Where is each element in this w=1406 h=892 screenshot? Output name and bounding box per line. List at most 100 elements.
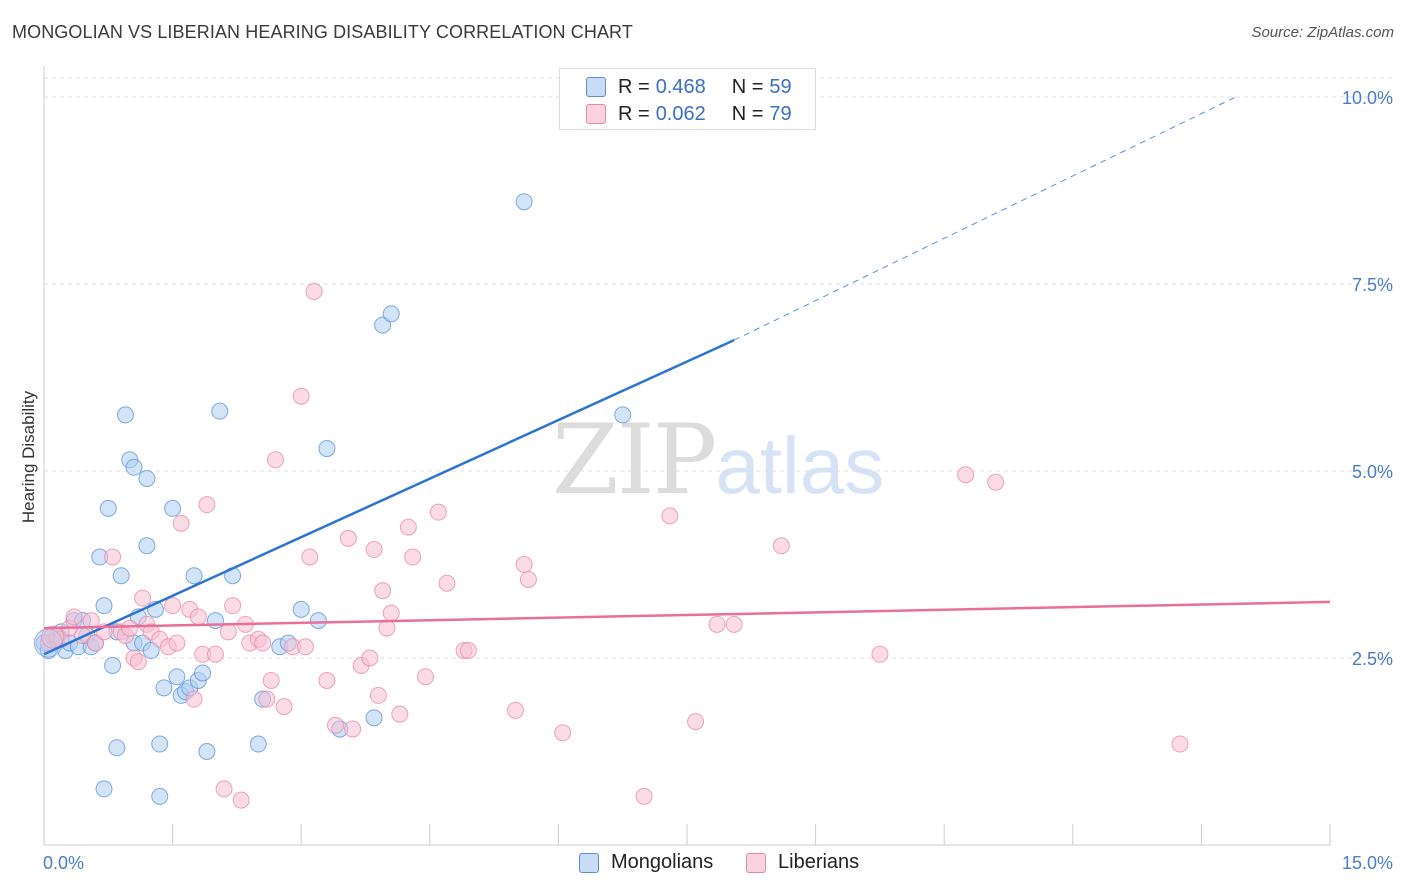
liberian-point-44 xyxy=(301,548,319,566)
mongolian-trend-line xyxy=(43,338,735,656)
r-label: R = xyxy=(618,102,650,125)
liberian-point-7 xyxy=(86,634,104,652)
mongolian-point-27 xyxy=(138,537,156,555)
mongolian-point-45 xyxy=(249,735,267,753)
liberian-point-38 xyxy=(262,671,280,689)
mongolian-point-43 xyxy=(211,402,229,420)
liberian-point-52 xyxy=(365,541,383,559)
liberian-point-31 xyxy=(224,597,242,615)
liberians-n-value: 79 xyxy=(769,102,792,125)
liberian-point-28 xyxy=(206,645,224,663)
liberian-point-39 xyxy=(266,451,284,469)
mongolian-point-53 xyxy=(365,709,383,727)
liberian-point-22 xyxy=(172,514,190,532)
liberian-point-76 xyxy=(987,473,1005,491)
mongolian-point-58 xyxy=(138,469,156,487)
liberian-point-74 xyxy=(871,645,889,663)
y-tick-label-0: 2.5% xyxy=(1352,649,1393,669)
liberians-r-value: 0.062 xyxy=(655,102,706,125)
liberian-point-61 xyxy=(429,503,447,521)
mongolians-legend-label: Mongolians xyxy=(611,851,714,873)
mongolian-point-38 xyxy=(185,567,203,585)
mongolian-point-33 xyxy=(164,499,182,517)
mongolian-point-21 xyxy=(116,406,134,424)
mongolian-point-49 xyxy=(292,600,310,618)
mongolian-point-24 xyxy=(125,458,143,476)
liberian-point-21 xyxy=(168,634,186,652)
mongolian-point-32 xyxy=(155,679,173,697)
liberian-point-78 xyxy=(459,642,477,660)
liberian-point-25 xyxy=(189,608,207,626)
liberian-point-51 xyxy=(361,649,379,667)
watermark-zip: ZIP xyxy=(552,404,717,516)
mongolians-legend-swatch xyxy=(579,852,599,873)
watermark: ZIPatlas xyxy=(552,404,884,516)
mongolian-point-30 xyxy=(151,735,169,753)
liberian-point-65 xyxy=(515,556,533,573)
liberian-point-9 xyxy=(104,548,122,566)
liberian-point-6 xyxy=(82,612,100,630)
y-tick-label-2: 7.5% xyxy=(1352,275,1393,295)
liberian-point-20 xyxy=(164,597,182,615)
mongolian-point-28 xyxy=(142,642,160,660)
liberians-swatch xyxy=(586,104,606,124)
mongolian-point-17 xyxy=(104,656,122,674)
liberian-point-59 xyxy=(404,548,422,566)
liberian-point-49 xyxy=(344,720,362,738)
liberian-point-69 xyxy=(661,507,679,525)
liberian-trend-line xyxy=(43,600,1331,630)
liberian-point-12 xyxy=(121,619,139,637)
liberian-point-55 xyxy=(378,619,396,637)
legend-item-liberians[interactable]: Liberians xyxy=(746,851,859,874)
liberian-point-68 xyxy=(635,787,653,805)
liberian-point-14 xyxy=(129,653,147,671)
mongolian-point-55 xyxy=(382,305,400,323)
liberian-point-32 xyxy=(232,791,250,809)
liberian-point-46 xyxy=(318,671,336,689)
series-legend: Mongolians Liberians xyxy=(0,851,1406,877)
liberian-point-43 xyxy=(296,638,314,656)
liberian-point-56 xyxy=(382,604,400,622)
watermark-atlas: atlas xyxy=(715,421,885,510)
mongolian-point-15 xyxy=(95,597,113,615)
n-label: N = xyxy=(731,102,764,125)
mongolian-point-42 xyxy=(206,612,224,630)
liberian-point-58 xyxy=(399,518,417,536)
mongolian-point-14 xyxy=(95,780,113,798)
liberian-point-37 xyxy=(258,690,276,708)
mongolian-point-16 xyxy=(99,499,117,517)
x-tick-label-0: 0.0% xyxy=(43,853,84,873)
source-label: Source: ZipAtlas.com xyxy=(1251,24,1394,41)
liberian-point-64 xyxy=(507,701,525,719)
liberian-point-77 xyxy=(1171,735,1189,753)
liberian-point-57 xyxy=(391,705,409,723)
mongolian-point-54 xyxy=(374,316,392,334)
liberian-point-66 xyxy=(519,570,537,588)
mongolian-point-20 xyxy=(112,567,130,585)
liberian-point-54 xyxy=(374,582,392,600)
legend-item-mongolians[interactable]: Mongolians xyxy=(579,851,713,874)
liberian-point-42 xyxy=(292,387,310,405)
mongolians-swatch xyxy=(586,77,606,97)
r-label: R = xyxy=(618,75,650,98)
liberian-point-72 xyxy=(725,615,743,633)
liberian-point-47 xyxy=(326,716,344,734)
liberian-point-70 xyxy=(687,713,705,731)
liberian-point-53 xyxy=(369,686,387,704)
mongolians-n-value: 59 xyxy=(769,75,792,98)
mongolian-trend-extension xyxy=(733,96,1236,341)
liberians-legend-label: Liberians xyxy=(778,851,860,873)
liberian-point-29 xyxy=(215,780,233,798)
liberians-legend-swatch xyxy=(746,852,766,873)
liberian-point-4 xyxy=(65,608,83,626)
y-tick-label-3: 10.0% xyxy=(1342,88,1393,108)
liberian-point-73 xyxy=(772,537,790,555)
mongolian-point-31 xyxy=(151,787,169,805)
liberian-point-36 xyxy=(254,634,272,652)
legend-row-liberians: R = 0.062 N = 79 xyxy=(586,102,792,126)
liberian-point-60 xyxy=(417,668,435,686)
liberian-point-15 xyxy=(134,589,152,607)
mongolian-point-50 xyxy=(309,612,327,630)
liberian-point-71 xyxy=(708,615,726,633)
